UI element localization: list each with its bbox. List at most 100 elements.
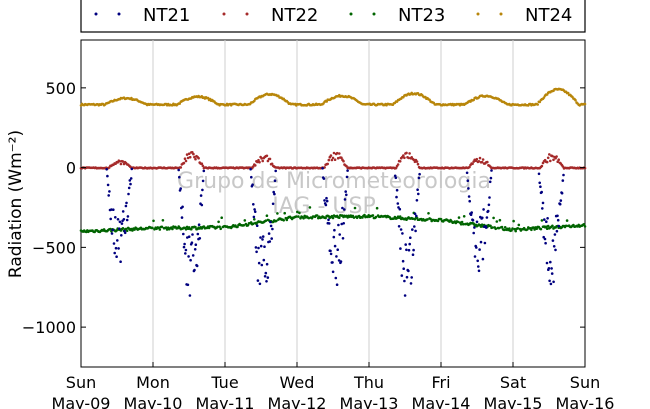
x-tick-label-day: Sun [66, 373, 96, 392]
nt21-point [109, 217, 112, 221]
nt21-point [412, 248, 415, 252]
nt21-point [108, 190, 111, 193]
legend-marker [94, 12, 98, 16]
nt21-point [339, 260, 343, 263]
nt21-point [395, 195, 398, 199]
nt22-point [332, 151, 336, 155]
nt21-point [481, 216, 484, 220]
nt21-point [271, 202, 275, 206]
legend: NT21 NT22 NT23 NT24 [94, 5, 572, 26]
y-tick-label: −1000 [22, 318, 76, 337]
nt21-point [255, 224, 259, 227]
nt21-point [266, 276, 270, 279]
nt23-point [171, 227, 174, 231]
nt23-point [398, 215, 402, 218]
nt21-point [465, 171, 469, 175]
nt21-point [180, 216, 184, 219]
nt22-point [121, 160, 125, 163]
nt21-point [259, 244, 263, 248]
nt21-point [331, 270, 335, 274]
nt22-point [481, 158, 485, 161]
nt23-point [508, 227, 511, 230]
nt23-point [275, 219, 278, 223]
x-tick-label-date: May-10 [124, 394, 183, 409]
nt22-point [552, 158, 555, 162]
nt23-point [533, 228, 536, 231]
nt21-point [538, 181, 541, 185]
nt21-point [115, 255, 118, 258]
x-tick-label-day: Thu [353, 373, 384, 392]
nt21-point [401, 259, 405, 263]
nt21-point [252, 203, 255, 206]
nt21-point [407, 248, 411, 252]
nt23-point [152, 219, 155, 223]
nt21-point [187, 235, 191, 238]
nt23-point [315, 214, 319, 217]
nt23-point [492, 216, 495, 220]
nt21-point [250, 175, 253, 179]
nt21-point [195, 264, 199, 268]
nt21-point [254, 246, 258, 249]
nt21-point [186, 283, 190, 287]
legend-label: NT22 [271, 5, 318, 26]
nt23-point [216, 225, 219, 229]
nt22-point [323, 166, 326, 169]
nt21-point [467, 195, 471, 198]
nt23-point [121, 227, 125, 230]
y-axis-ticks: −1000 −500 0 500 [22, 79, 585, 337]
nt23-point [462, 215, 466, 218]
nt21-point [118, 227, 121, 230]
vertical-gridlines [152, 40, 514, 367]
x-tick-label-day: Sun [570, 373, 600, 392]
nt23-point [161, 219, 165, 222]
nt21-point [469, 213, 473, 216]
nt21-point [540, 190, 543, 194]
nt23-point [545, 227, 549, 230]
nt23-point [495, 220, 499, 223]
nt23-point [502, 228, 506, 232]
watermark-line-2: IAG - USP [272, 194, 375, 219]
nt23-point [551, 224, 554, 228]
nt21-point [418, 172, 421, 176]
nt21-point [179, 187, 182, 190]
nt21-point [263, 275, 267, 278]
nt21-point [415, 199, 419, 202]
nt21-point [343, 208, 346, 211]
legend-marker [372, 12, 376, 16]
x-tick-label-day: Fri [431, 373, 450, 392]
nt23-point [375, 206, 379, 210]
nt21-point [264, 271, 268, 275]
nt21-point [477, 265, 480, 268]
nt23-point [498, 218, 502, 222]
nt21-point [120, 234, 123, 237]
nt21-point [476, 259, 480, 263]
nt22-point [333, 158, 337, 161]
nt21-point [397, 225, 401, 228]
legend-box [80, 0, 586, 33]
nt23-point [516, 227, 520, 230]
nt21-point [110, 208, 113, 211]
nt21-point [323, 199, 326, 202]
nt23-point [131, 229, 134, 232]
nt21-point [191, 254, 195, 257]
nt21-point [409, 236, 412, 239]
nt21-point [321, 167, 324, 170]
nt22-point [412, 158, 416, 162]
nt21-point [407, 269, 410, 273]
nt23-point [513, 227, 516, 231]
nt21-point [408, 242, 412, 246]
nt23-point [532, 226, 535, 229]
nt22-point [200, 162, 204, 165]
nt22-point [260, 157, 263, 160]
nt21-point [546, 217, 549, 220]
x-tick-label-date: May-11 [196, 394, 255, 409]
nt22-point [407, 156, 410, 160]
nt21-point [116, 218, 120, 221]
nt23-point [371, 214, 375, 217]
nt22-point [486, 160, 489, 164]
nt21-point [545, 261, 549, 265]
nt23-point [460, 220, 464, 224]
nt21-point [120, 222, 124, 225]
nt22-point [266, 159, 270, 163]
